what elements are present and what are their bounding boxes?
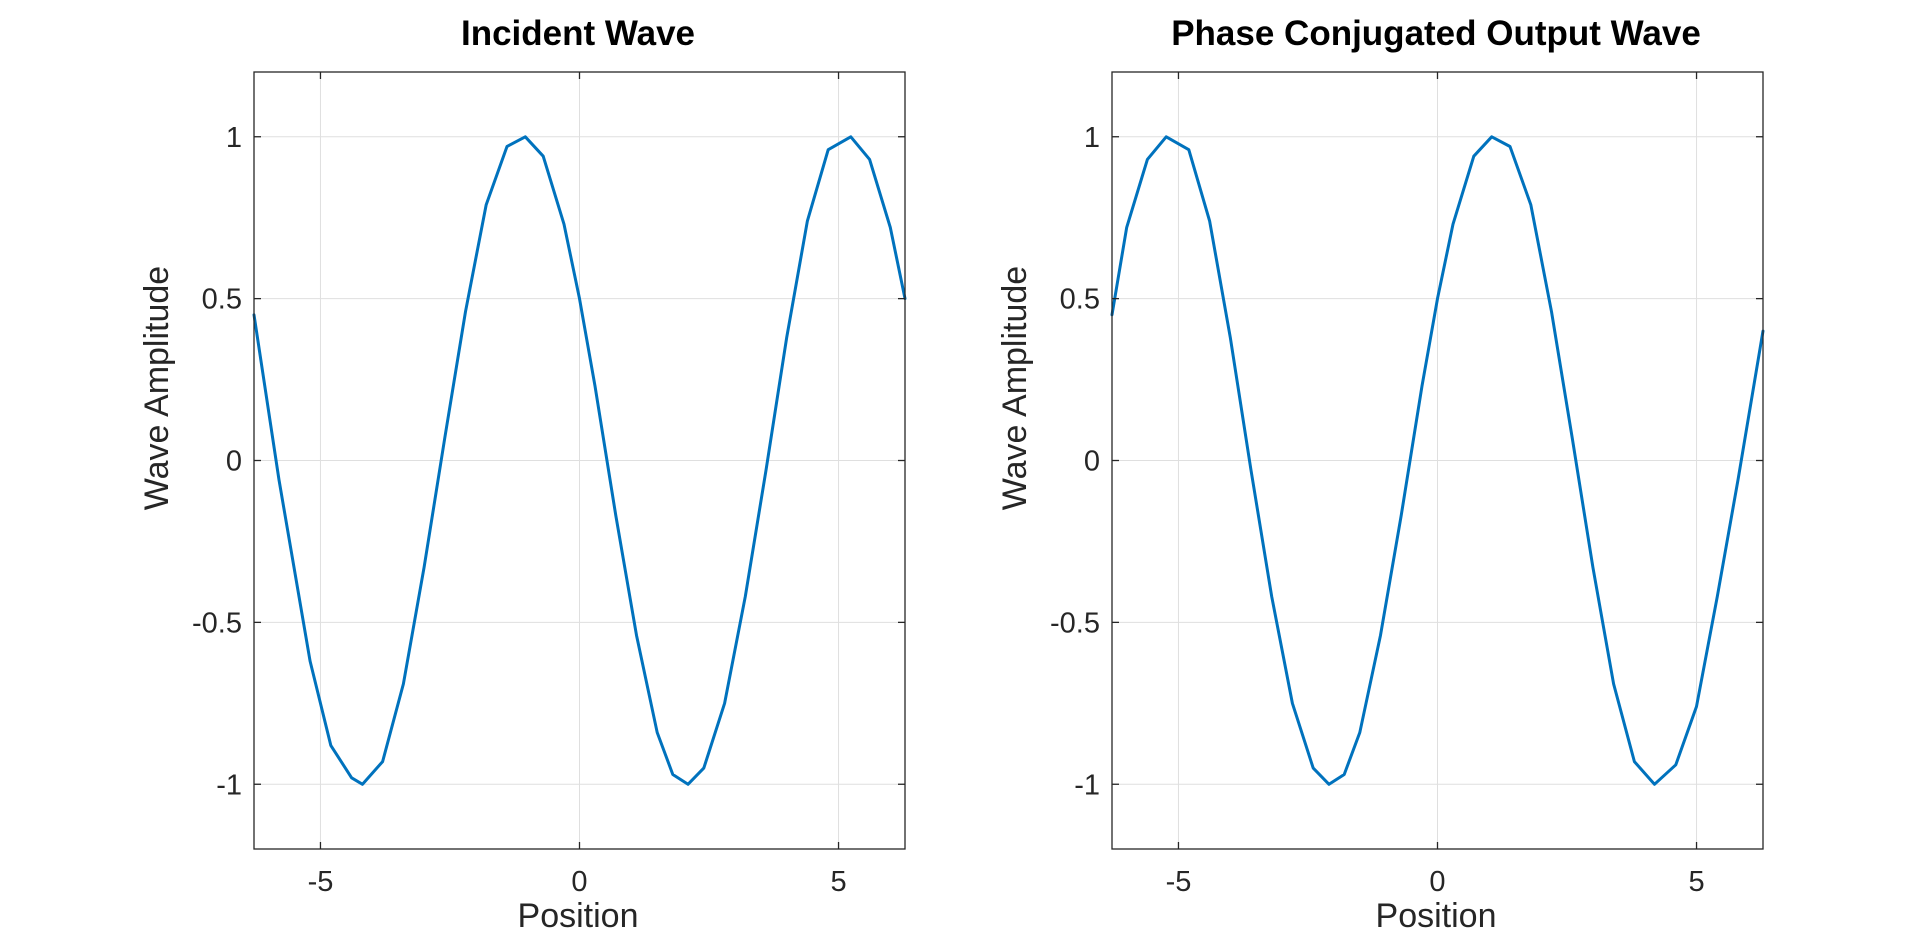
phase-conjugated-output-wave-y-tick-label: 1 [1084, 122, 1100, 154]
incident-wave-y-tick-label: 0.5 [202, 284, 242, 316]
incident-wave-subplot: Incident Wave Position Wave Amplitude -5… [138, 14, 907, 935]
incident-wave-y-tick-label: 1 [226, 122, 242, 154]
phase-conjugated-output-wave-y-tick-label: -1 [1074, 769, 1100, 801]
phase-conjugated-output-wave-y-axis-label: Wave Amplitude [996, 266, 1034, 510]
phase-conjugated-output-wave-subplot: Phase Conjugated Output Wave Position Wa… [996, 14, 1765, 935]
phase-conjugated-output-wave-x-tick-label: 0 [1429, 866, 1445, 898]
phase-conjugated-output-wave-x-tick-label: -5 [1166, 866, 1192, 898]
incident-wave-x-axis-label: Position [518, 897, 639, 935]
incident-wave-y-tick-label: 0 [226, 446, 242, 478]
phase-conjugated-output-wave-x-tick-label: 5 [1688, 866, 1704, 898]
incident-wave-x-tick-label: 0 [571, 866, 587, 898]
phase-conjugated-output-wave-x-axis-label: Position [1376, 897, 1497, 935]
incident-wave-y-tick-label: -1 [216, 769, 242, 801]
incident-wave-y-axis-label: Wave Amplitude [138, 266, 176, 510]
incident-wave-title: Incident Wave [461, 14, 695, 53]
phase-conjugated-output-wave-y-tick-label: 0.5 [1060, 284, 1100, 316]
incident-wave-x-tick-label: 5 [830, 866, 846, 898]
incident-wave-series-line [252, 135, 907, 786]
phase-conjugated-output-wave-y-tick-label: -0.5 [1050, 607, 1100, 639]
incident-wave-y-tick-label: -0.5 [192, 607, 242, 639]
incident-wave-x-tick-label: -5 [308, 866, 334, 898]
phase-conjugated-output-wave-series-line [1110, 135, 1765, 786]
phase-conjugated-output-wave-y-tick-label: 0 [1084, 446, 1100, 478]
phase-conjugated-output-wave-title: Phase Conjugated Output Wave [1171, 14, 1701, 53]
